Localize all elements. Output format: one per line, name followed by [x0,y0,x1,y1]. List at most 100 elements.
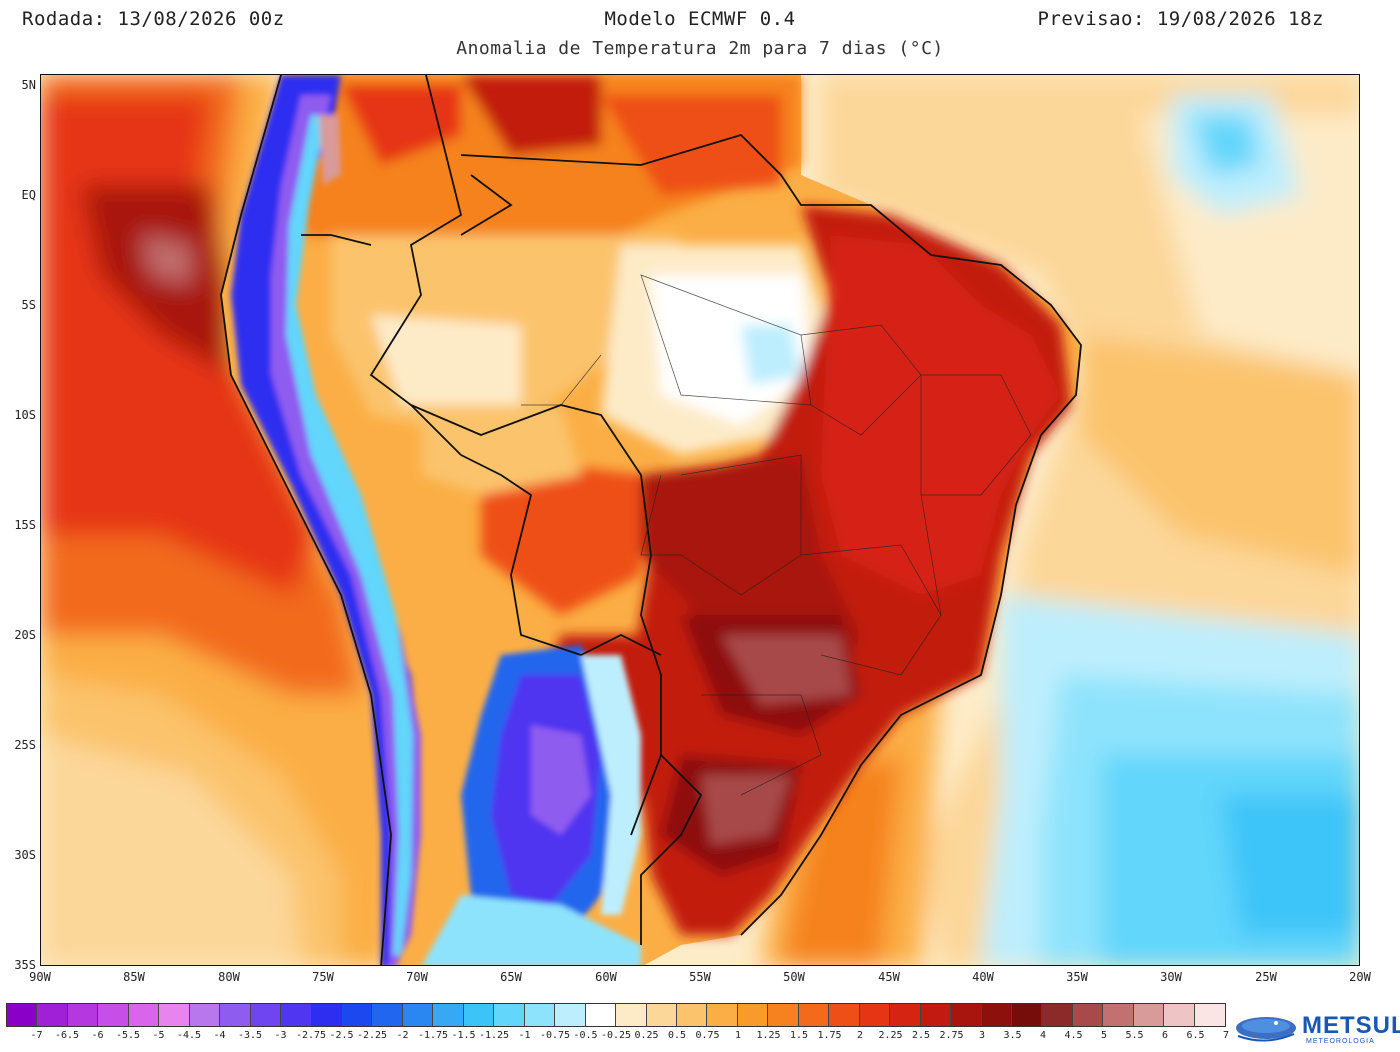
lat-label: EQ [21,188,36,202]
lat-label: 10S [14,408,36,422]
lon-label: 80W [218,970,240,984]
colorbar-tick-label: 0.5 [667,1030,687,1041]
colorbar-swatch [7,1004,38,1026]
lon-label: 70W [406,970,428,984]
colorbar-tick-label: 4.5 [1064,1030,1083,1041]
colorbar-tick-label: 5 [1100,1030,1108,1041]
colorbar-swatch [585,1004,617,1026]
run-date-label: Rodada: 13/08/2026 00z [22,8,285,30]
colorbar-labels: -7 -6.5 -6 -5.5 -5 -4.5 -4 -3.5 -3 -2.75 -2.5 -2.25… [0,1030,1260,1044]
colorbar-tick-label: -7 [30,1030,43,1041]
colorbar-swatch [311,1004,342,1026]
colorbar-tick-label: -2 [396,1030,409,1041]
borders [220,75,1082,965]
colorbar-swatch [402,1004,434,1026]
colorbar-swatch [829,1004,860,1026]
colorbar-tick-label: -3.5 [237,1030,263,1041]
lat-label: 30S [14,848,36,862]
colorbar-swatch [524,1004,556,1026]
colorbar-swatch [1133,1004,1165,1026]
colorbar-swatch [372,1004,403,1026]
colorbar-tick-label: 2 [856,1030,864,1041]
model-label: Modelo ECMWF 0.4 [604,8,796,30]
colorbar-tick-label: -1.5 [451,1030,476,1041]
colorbar-swatch [646,1004,677,1026]
colorbar-swatch [951,1004,982,1026]
colorbar-tick-label: -2.5 [329,1030,354,1041]
colorbar-swatch [1164,1004,1195,1026]
lat-label: 5S [21,298,36,312]
lon-label: 90W [29,970,51,984]
colorbar-swatch [37,1004,68,1026]
colorbar-swatch [1042,1004,1073,1026]
colorbar-swatch [159,1004,190,1026]
colorbar-swatch [220,1004,251,1026]
colorbar-swatch [676,1004,708,1026]
colorbar-tick-label: 2.25 [878,1030,903,1041]
colorbar-tick-label: 0.75 [695,1030,720,1041]
colorbar-tick-label: -6 [91,1030,104,1041]
colorbar-tick-label: 2.75 [939,1030,964,1041]
lon-label: 55W [689,970,711,984]
colorbar-swatch [737,1004,769,1026]
lat-label: 35S [14,958,36,972]
colorbar-tick-label: -2.25 [356,1030,388,1041]
lon-label: 65W [500,970,522,984]
colorbar-swatch [128,1004,160,1026]
state-borders [521,274,1032,796]
colorbar [6,1003,1226,1027]
colorbar-swatch [463,1004,495,1026]
colorbar-swatch [341,1004,373,1026]
colorbar-tick-label: 3.5 [1003,1030,1022,1041]
lon-label: 45W [878,970,900,984]
forecast-date-label: Previsao: 19/08/2026 18z [1037,8,1324,30]
colorbar-tick-label: 1 [734,1030,742,1041]
lon-label: 50W [783,970,805,984]
lon-label: 40W [972,970,994,984]
colorbar-tick-label: -0.75 [539,1030,571,1041]
lat-label: 5N [21,78,36,92]
metsul-logo-icon [1236,1017,1296,1042]
anomaly-map [40,74,1360,966]
lon-label: 25W [1255,970,1277,984]
colorbar-tick-label: 7 [1222,1030,1230,1041]
colorbar-tick-label: 6 [1161,1030,1169,1041]
colorbar-swatch [250,1004,282,1026]
colorbar-swatch [281,1004,312,1026]
colorbar-swatch [67,1004,99,1026]
colorbar-tick-label: 2.5 [911,1030,931,1041]
ocean-anomaly-field [41,75,1359,965]
colorbar-tick-label: 1.75 [817,1030,842,1041]
logo-wordmark: METSUL [1302,1012,1400,1039]
colorbar-tick-label: -3 [274,1030,287,1041]
colorbar-tick-label: 0.25 [634,1030,659,1041]
colorbar-swatch [433,1004,464,1026]
colorbar-tick-label: 1.5 [789,1030,809,1041]
map-canvas [41,75,1359,965]
colorbar-tick-label: -2.75 [295,1030,327,1041]
colorbar-swatch [920,1004,952,1026]
colorbar-swatch [768,1004,799,1026]
lon-label: 75W [312,970,334,984]
colorbar-tick-label: 5.5 [1125,1030,1144,1041]
colorbar-swatch [98,1004,129,1026]
lon-label: 85W [123,970,145,984]
colorbar-tick-label: -5 [152,1030,165,1041]
lon-label: 35W [1066,970,1088,984]
colorbar-tick-label: 3 [978,1030,986,1041]
colorbar-swatch [189,1004,221,1026]
colorbar-swatch [707,1004,738,1026]
colorbar-swatch [616,1004,647,1026]
colorbar-tick-label: -1 [518,1030,531,1041]
colorbar-swatch [555,1004,586,1026]
colorbar-tick-label: -4 [213,1030,226,1041]
colorbar-tick-label: -6.5 [54,1030,80,1041]
colorbar-tick-label: -1.75 [417,1030,449,1041]
colorbar-tick-label: -5.5 [115,1030,141,1041]
lon-label: 20W [1349,970,1371,984]
colorbar-swatch [859,1004,891,1026]
colorbar-tick-label: 4 [1039,1030,1047,1041]
logo-tagline: METEOROLOGIA [1306,1038,1375,1045]
colorbar-swatch [1103,1004,1134,1026]
colorbar-tick-label: -0.5 [573,1030,598,1041]
